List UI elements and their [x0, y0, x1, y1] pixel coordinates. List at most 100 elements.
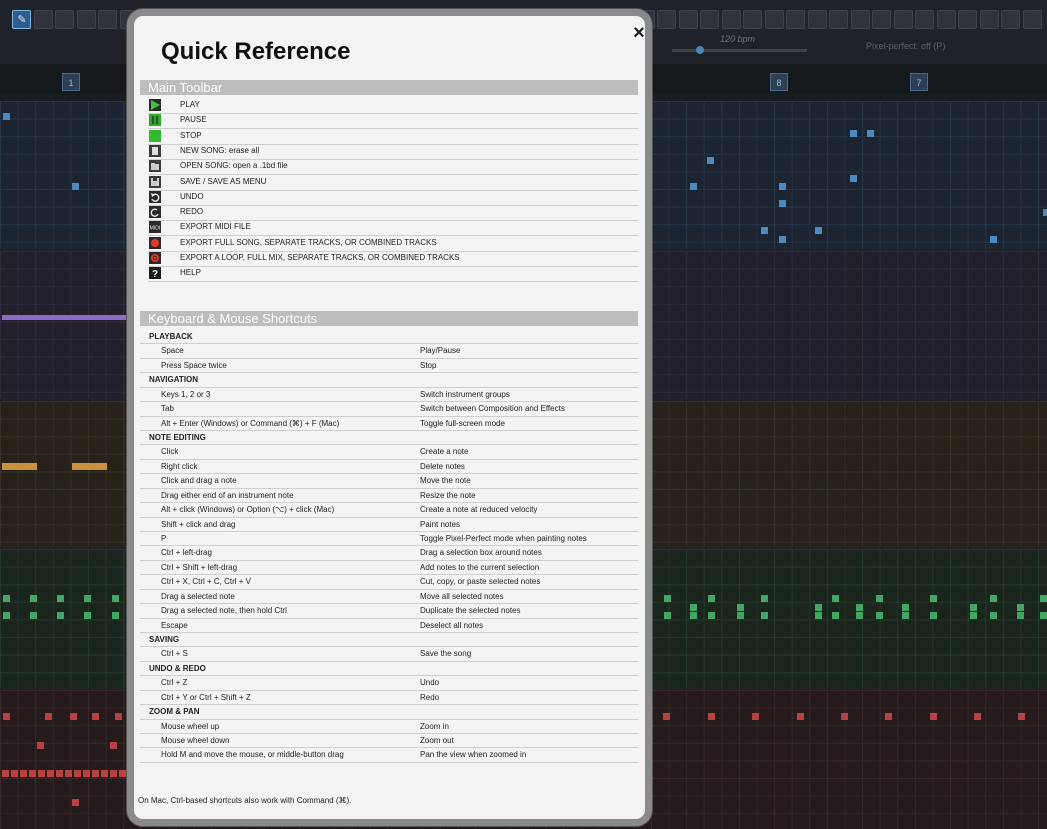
tempo-slider-knob[interactable] — [696, 46, 704, 54]
toolbar-button[interactable] — [807, 10, 827, 29]
note-block[interactable] — [3, 595, 10, 602]
note-block[interactable] — [38, 770, 45, 777]
toolbar-button[interactable] — [721, 10, 741, 29]
note-block[interactable] — [92, 713, 99, 720]
toolbar-button[interactable] — [55, 10, 74, 29]
note-block[interactable] — [761, 595, 768, 602]
note-block[interactable] — [737, 604, 744, 611]
toolbar-button[interactable] — [850, 10, 870, 29]
note-block[interactable] — [29, 770, 36, 777]
toolbar-button[interactable] — [98, 10, 117, 29]
note-block[interactable] — [115, 713, 122, 720]
note-block[interactable] — [3, 113, 10, 120]
toolbar-button[interactable] — [958, 10, 977, 29]
note-block[interactable] — [72, 799, 79, 806]
note-block[interactable] — [1040, 612, 1047, 619]
note-block[interactable] — [930, 612, 937, 619]
note-block[interactable] — [56, 770, 63, 777]
note-block[interactable] — [1040, 595, 1047, 602]
note-block[interactable] — [112, 612, 119, 619]
note-block[interactable] — [815, 604, 822, 611]
note-block[interactable] — [761, 227, 768, 234]
pencil-tool-button[interactable]: ✎ — [12, 10, 31, 29]
note-block[interactable] — [970, 612, 977, 619]
note-block[interactable] — [974, 713, 981, 720]
note-block[interactable] — [1017, 604, 1024, 611]
note-block[interactable] — [1017, 612, 1024, 619]
toolbar-button[interactable] — [829, 10, 848, 29]
note-block[interactable] — [761, 612, 768, 619]
toolbar-button[interactable] — [657, 10, 676, 29]
note-block[interactable] — [83, 770, 90, 777]
note-block[interactable] — [92, 770, 99, 777]
note-block[interactable] — [850, 175, 857, 182]
note-block[interactable] — [20, 770, 27, 777]
toolbar-button[interactable] — [76, 10, 96, 29]
note-block[interactable] — [37, 742, 44, 749]
toolbar-button[interactable] — [1022, 10, 1042, 29]
channel-number[interactable]: 8 — [770, 73, 788, 91]
note-block[interactable] — [876, 595, 883, 602]
note-block[interactable] — [737, 612, 744, 619]
note-block[interactable] — [11, 770, 18, 777]
channel-number[interactable]: 7 — [910, 73, 928, 91]
note-block[interactable] — [867, 130, 874, 137]
toolbar-button[interactable] — [678, 10, 698, 29]
note-block[interactable] — [690, 183, 697, 190]
note-block[interactable] — [850, 130, 857, 137]
note-block[interactable] — [841, 713, 848, 720]
note-block[interactable] — [815, 612, 822, 619]
note-block[interactable] — [708, 595, 715, 602]
note-block[interactable] — [2, 463, 37, 470]
note-block[interactable] — [2, 315, 127, 320]
note-block[interactable] — [708, 612, 715, 619]
note-block[interactable] — [110, 742, 117, 749]
note-block[interactable] — [708, 713, 715, 720]
note-block[interactable] — [84, 612, 91, 619]
note-block[interactable] — [690, 612, 697, 619]
note-block[interactable] — [72, 183, 79, 190]
note-block[interactable] — [664, 612, 671, 619]
note-block[interactable] — [2, 770, 9, 777]
note-block[interactable] — [110, 770, 117, 777]
note-block[interactable] — [47, 770, 54, 777]
note-block[interactable] — [84, 595, 91, 602]
note-block[interactable] — [3, 612, 10, 619]
note-block[interactable] — [902, 612, 909, 619]
note-block[interactable] — [101, 770, 108, 777]
note-block[interactable] — [57, 612, 64, 619]
toolbar-button[interactable] — [1001, 10, 1020, 29]
note-block[interactable] — [832, 612, 839, 619]
note-block[interactable] — [832, 595, 839, 602]
note-block[interactable] — [797, 713, 804, 720]
note-block[interactable] — [663, 713, 670, 720]
channel-number[interactable]: 1 — [62, 73, 80, 91]
note-block[interactable] — [856, 604, 863, 611]
toolbar-button[interactable] — [786, 10, 805, 29]
note-block[interactable] — [930, 595, 937, 602]
note-block[interactable] — [57, 595, 64, 602]
note-block[interactable] — [876, 612, 883, 619]
toolbar-button[interactable] — [33, 10, 53, 29]
note-block[interactable] — [970, 604, 977, 611]
note-block[interactable] — [815, 227, 822, 234]
note-block[interactable] — [74, 770, 81, 777]
toolbar-button[interactable] — [893, 10, 913, 29]
toolbar-button[interactable] — [764, 10, 784, 29]
note-block[interactable] — [856, 612, 863, 619]
note-block[interactable] — [690, 604, 697, 611]
note-block[interactable] — [930, 713, 937, 720]
close-icon[interactable]: × — [633, 22, 645, 44]
note-block[interactable] — [707, 157, 714, 164]
note-block[interactable] — [779, 200, 786, 207]
toolbar-button[interactable] — [915, 10, 934, 29]
note-block[interactable] — [30, 595, 37, 602]
note-block[interactable] — [902, 604, 909, 611]
note-block[interactable] — [752, 713, 759, 720]
note-block[interactable] — [1043, 209, 1047, 216]
note-block[interactable] — [990, 595, 997, 602]
note-block[interactable] — [65, 770, 72, 777]
note-block[interactable] — [30, 612, 37, 619]
toolbar-button[interactable] — [872, 10, 891, 29]
note-block[interactable] — [70, 713, 77, 720]
